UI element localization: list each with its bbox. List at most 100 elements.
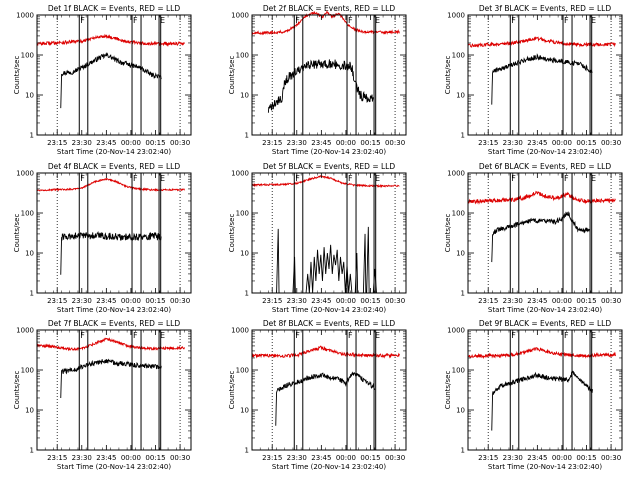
x-tick-label: 23:15 [47,297,67,305]
marker-label-f: F [80,16,85,25]
x-axis-label: Start Time (20-Nov-14 23:02:40) [57,306,171,314]
x-axis-label: Start Time (20-Nov-14 23:02:40) [488,148,602,156]
x-tick-label: 00:30 [385,297,405,305]
x-tick-label: 00:30 [170,297,190,305]
x-tick-label: 00:00 [121,297,141,305]
x-axis-label: Start Time (20-Nov-14 23:02:40) [57,148,171,156]
x-tick-label: 23:30 [72,454,92,462]
plot-frame [36,329,192,451]
x-tick-label: 00:00 [336,454,356,462]
panel-det-5f: Det 5f BLACK = Events, RED = LLD F F E 1 10 10… [228,162,407,314]
y-axis-label: Counts/sec [13,371,21,410]
events-series-line [276,226,377,294]
y-tick-label: 1000 [447,170,465,178]
plot-frame [251,14,407,136]
y-tick-label: 10 [240,250,249,258]
x-tick-label: 23:45 [527,297,547,305]
x-tick-label: 23:30 [72,139,92,147]
panel-det-9f: Det 9f BLACK = Events, RED = LLD F F E 1 10 10… [444,319,623,471]
x-tick-label: 00:15 [145,454,165,462]
x-tick-label: 00:00 [121,139,141,147]
x-tick-label: 23:45 [96,454,116,462]
x-tick-label: 23:30 [72,297,92,305]
events-series-line [491,370,593,431]
events-series-line [60,231,162,275]
panel-det-4f: Det 4f BLACK = Events, RED = LLD F F E 1 10 10… [13,162,192,314]
x-tick-label: 23:15 [262,139,282,147]
y-tick-label: 10 [25,407,34,415]
x-tick-label: 00:15 [576,297,596,305]
lld-series-line [251,345,400,359]
plot-frame [36,14,192,136]
x-axis-label: Start Time (20-Nov-14 23:02:40) [272,306,386,314]
lld-series-line [467,190,616,205]
panel-det-2f: Det 2f BLACK = Events, RED = LLD F F E 1 10 10… [228,4,407,156]
plot-frame [251,172,407,294]
x-tick-label: 00:30 [601,454,621,462]
y-tick-label: 1000 [447,327,465,335]
marker-label-f: F [348,174,353,183]
x-tick-label: 00:15 [145,139,165,147]
panel-title: Det 9f BLACK = Events, RED = LLD [479,319,612,328]
marker-label-e: E [375,174,380,183]
x-tick-label: 23:45 [527,454,547,462]
marker-label-f: F [133,331,138,340]
plot-frame [467,172,623,294]
events-series-line [491,211,590,263]
y-tick-label: 1000 [231,170,249,178]
y-tick-label: 100 [452,367,465,375]
marker-label-e: E [591,174,596,183]
plot-frame [467,14,623,136]
x-tick-label: 00:00 [552,297,572,305]
x-tick-label: 23:30 [503,297,523,305]
x-tick-label: 23:15 [478,139,498,147]
panel-title: Det 1f BLACK = Events, RED = LLD [48,4,181,13]
marker-label-e: E [591,16,596,25]
y-axis-label: Counts/sec [444,56,452,95]
marker-label-e: E [160,174,165,183]
y-tick-label: 1 [30,447,34,455]
lld-series-line [36,177,185,192]
x-tick-label: 23:15 [47,139,67,147]
y-tick-label: 100 [21,52,34,60]
x-tick-label: 00:30 [385,454,405,462]
panel-det-7f: Det 7f BLACK = Events, RED = LLD F F E 1 10 10… [13,319,192,471]
y-tick-label: 10 [25,250,34,258]
panel-title: Det 7f BLACK = Events, RED = LLD [48,319,181,328]
marker-label-f: F [348,331,353,340]
x-tick-label: 00:15 [576,139,596,147]
y-tick-label: 1 [461,447,465,455]
panel-det-3f: Det 3f BLACK = Events, RED = LLD F F E 1 10 10… [444,4,623,156]
lld-series-line [467,347,616,360]
x-tick-label: 00:30 [601,139,621,147]
marker-label-e: E [375,331,380,340]
y-tick-label: 100 [236,367,249,375]
panel-title: Det 3f BLACK = Events, RED = LLD [479,4,612,13]
x-tick-label: 00:00 [552,454,572,462]
panel-title: Det 6f BLACK = Events, RED = LLD [479,162,612,171]
y-tick-label: 10 [25,92,34,100]
x-axis-label: Start Time (20-Nov-14 23:02:40) [57,463,171,471]
events-series-line [275,371,376,426]
y-tick-label: 1 [461,290,465,298]
y-tick-label: 1000 [447,12,465,20]
x-tick-label: 00:00 [336,297,356,305]
y-tick-label: 100 [21,367,34,375]
x-tick-label: 23:30 [287,139,307,147]
x-tick-label: 23:45 [527,139,547,147]
y-tick-label: 10 [456,250,465,258]
panel-det-6f: Det 6f BLACK = Events, RED = LLD F F E 1 10 10… [444,162,623,314]
marker-label-f: F [511,331,516,340]
x-tick-label: 00:30 [170,454,190,462]
marker-label-f: F [564,331,569,340]
y-tick-label: 100 [452,210,465,218]
panel-title: Det 4f BLACK = Events, RED = LLD [48,162,181,171]
events-series-line [60,358,162,398]
panel-title: Det 5f BLACK = Events, RED = LLD [263,162,396,171]
y-tick-label: 10 [240,407,249,415]
x-tick-label: 23:15 [262,454,282,462]
y-tick-label: 100 [236,210,249,218]
marker-label-f: F [133,16,138,25]
